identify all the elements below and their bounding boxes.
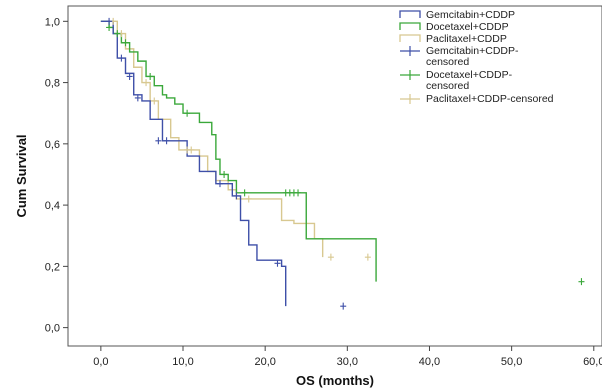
censor-mark-gemcitabin-cddp [155,137,162,145]
legend-censor-swatch-paclitaxel-cddp [400,94,420,104]
legend-label-docetaxel-cddp: Docetaxel+CDDP [426,21,509,33]
x-tick-label: 20,0 [254,356,275,368]
censor-mark-paclitaxel-cddp [151,97,158,105]
censor-mark-docetaxel-cddp [122,39,129,47]
censor-mark-gemcitabin-cddp [163,137,170,145]
x-tick-label: 10,0 [172,356,193,368]
censor-mark-paclitaxel-cddp [188,146,195,154]
censor-mark-docetaxel-cddp [295,189,302,197]
x-tick-label: 60,0 [583,356,602,368]
curve-docetaxel-cddp [100,20,377,282]
censor-mark-docetaxel-cddp [147,72,154,80]
censor-mark-docetaxel-cddp [221,170,228,178]
legend-censor-label-gemcitabin-cddp: Gemcitabin+CDDP-censored [426,45,519,68]
censor-mark-gemcitabin-cddp [233,192,240,200]
censor-mark-gemcitabin-cddp [106,17,113,25]
censor-mark-paclitaxel-cddp [364,253,371,261]
censor-mark-gemcitabin-cddp [134,94,141,102]
legend-censor-swatch-gemcitabin-cddp [400,46,420,56]
censor-mark-docetaxel-cddp [106,23,113,31]
censor-mark-paclitaxel-cddp [245,195,252,203]
y-tick-label: 0,6 [45,139,60,151]
curve-gemcitabin-cddp [100,20,287,307]
legend: Gemcitabin+CDDPDocetaxel+CDDPPaclitaxel+… [399,9,554,105]
y-tick-label: 0,2 [45,261,60,273]
x-tick-label: 0,0 [93,356,108,368]
x-tick-label: 30,0 [337,356,358,368]
censor-mark-gemcitabin-cddp [274,259,281,267]
censor-mark-paclitaxel-cddp [327,253,334,261]
censor-mark-gemcitabin-cddp [118,54,125,62]
legend-censor-swatch-docetaxel-cddp [400,70,420,80]
legend-swatch-gemcitabin-cddp [399,10,421,18]
y-tick-label: 0,4 [45,200,60,212]
censor-mark-gemcitabin-cddp [126,72,133,80]
censor-mark-gemcitabin-cddp [340,302,347,310]
censor-marks [106,17,585,310]
legend-censor-label-paclitaxel-cddp: Paclitaxel+CDDP-censored [426,93,554,105]
legend-censor-label-docetaxel-cddp: Docetaxel+CDDP-censored [426,69,513,92]
censor-mark-docetaxel-cddp [241,189,248,197]
y-axis-title: Cum Survival [14,134,29,217]
censor-mark-paclitaxel-cddp [143,79,150,87]
y-axis: 0,0 0,2 0,4 0,6 0,8 1,0 [45,16,68,335]
legend-label-paclitaxel-cddp: Paclitaxel+CDDP [426,33,507,45]
plot-area [67,5,602,347]
y-tick-label: 0,8 [45,78,60,90]
censor-mark-docetaxel-cddp [578,278,585,286]
legend-swatch-paclitaxel-cddp [399,34,421,42]
legend-label-gemcitabin-cddp: Gemcitabin+CDDP [426,9,515,21]
censor-mark-gemcitabin-cddp [216,180,223,188]
x-axis-title: OS (months) [296,373,374,388]
y-tick-label: 0,0 [45,323,60,335]
censor-mark-docetaxel-cddp [184,109,191,117]
censor-mark-docetaxel-cddp [114,30,121,38]
x-axis: 0,0 10,0 20,0 30,0 40,0 50,0 60,0 [93,346,602,368]
x-tick-label: 50,0 [501,356,522,368]
legend-swatch-docetaxel-cddp [399,22,421,30]
y-tick-label: 1,0 [45,16,60,28]
x-tick-label: 40,0 [419,356,440,368]
